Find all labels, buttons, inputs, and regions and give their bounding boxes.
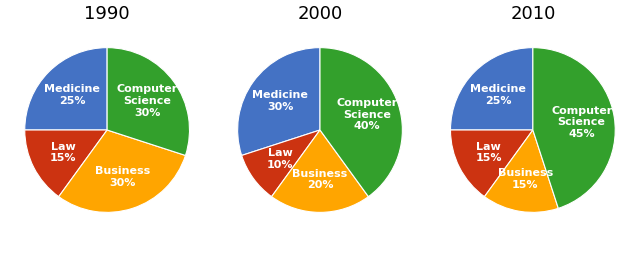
Text: Law
10%: Law 10% <box>267 148 293 170</box>
Wedge shape <box>107 48 189 155</box>
Title: 2010: 2010 <box>510 5 556 23</box>
Wedge shape <box>59 130 186 212</box>
Wedge shape <box>451 48 533 130</box>
Wedge shape <box>451 130 533 197</box>
Text: Medicine
25%: Medicine 25% <box>470 84 526 106</box>
Text: Medicine
25%: Medicine 25% <box>44 84 100 106</box>
Wedge shape <box>320 48 403 197</box>
Wedge shape <box>237 48 320 155</box>
Wedge shape <box>484 130 558 212</box>
Wedge shape <box>25 130 107 197</box>
Text: Medicine
30%: Medicine 30% <box>252 90 308 112</box>
Wedge shape <box>25 48 107 130</box>
Wedge shape <box>533 48 615 208</box>
Text: Business
15%: Business 15% <box>497 168 553 190</box>
Wedge shape <box>242 130 320 197</box>
Text: Law
15%: Law 15% <box>50 142 76 163</box>
Text: Business
20%: Business 20% <box>292 169 348 190</box>
Text: Computer
Science
45%: Computer Science 45% <box>551 106 612 139</box>
Wedge shape <box>271 130 369 212</box>
Title: 2000: 2000 <box>298 5 342 23</box>
Title: 1990: 1990 <box>84 5 130 23</box>
Text: Business
30%: Business 30% <box>95 166 150 188</box>
Text: Computer
Science
40%: Computer Science 40% <box>337 98 397 131</box>
Text: Law
15%: Law 15% <box>476 142 502 163</box>
Text: Computer
Science
30%: Computer Science 30% <box>116 84 178 118</box>
